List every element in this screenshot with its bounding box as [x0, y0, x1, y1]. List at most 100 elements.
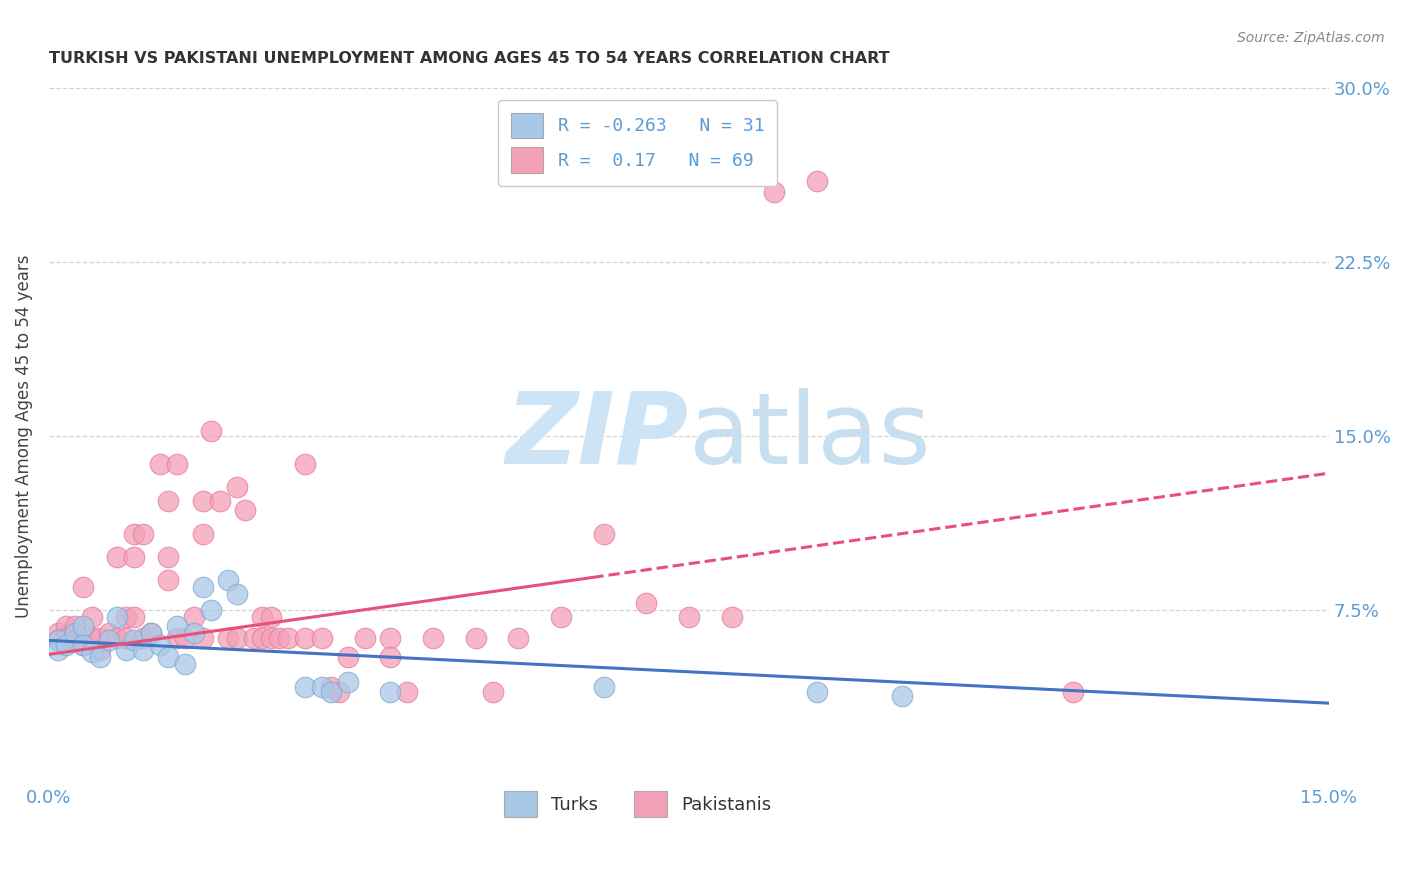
- Point: [200, 425, 222, 439]
- Point: [806, 684, 828, 698]
- Point: [166, 619, 188, 633]
- Point: [328, 684, 350, 698]
- Text: Source: ZipAtlas.com: Source: ZipAtlas.com: [1237, 31, 1385, 45]
- Point: [46, 633, 69, 648]
- Point: [55, 638, 77, 652]
- Point: [80, 610, 103, 624]
- Point: [141, 626, 163, 640]
- Point: [183, 626, 205, 640]
- Point: [200, 603, 222, 617]
- Point: [124, 549, 146, 564]
- Point: [105, 631, 128, 645]
- Point: [225, 587, 247, 601]
- Point: [124, 610, 146, 624]
- Point: [157, 494, 180, 508]
- Point: [636, 596, 658, 610]
- Point: [72, 638, 94, 652]
- Point: [124, 633, 146, 648]
- Point: [89, 649, 111, 664]
- Point: [124, 526, 146, 541]
- Point: [422, 631, 444, 645]
- Point: [149, 457, 172, 471]
- Point: [97, 633, 120, 648]
- Point: [242, 631, 264, 645]
- Point: [353, 631, 375, 645]
- Point: [380, 649, 402, 664]
- Point: [132, 526, 155, 541]
- Point: [233, 503, 256, 517]
- Point: [191, 526, 214, 541]
- Point: [319, 684, 342, 698]
- Point: [336, 675, 359, 690]
- Point: [464, 631, 486, 645]
- Point: [294, 680, 316, 694]
- Point: [55, 631, 77, 645]
- Point: [46, 642, 69, 657]
- Point: [157, 649, 180, 664]
- Point: [806, 173, 828, 187]
- Point: [80, 631, 103, 645]
- Point: [97, 626, 120, 640]
- Point: [260, 631, 283, 645]
- Point: [380, 684, 402, 698]
- Point: [46, 633, 69, 648]
- Point: [55, 619, 77, 633]
- Point: [319, 680, 342, 694]
- Point: [277, 631, 299, 645]
- Point: [149, 638, 172, 652]
- Point: [157, 549, 180, 564]
- Point: [72, 638, 94, 652]
- Point: [720, 610, 742, 624]
- Point: [592, 680, 614, 694]
- Point: [114, 631, 136, 645]
- Point: [132, 631, 155, 645]
- Point: [157, 573, 180, 587]
- Point: [63, 626, 86, 640]
- Point: [63, 619, 86, 633]
- Text: ZIP: ZIP: [506, 387, 689, 484]
- Point: [294, 631, 316, 645]
- Point: [380, 631, 402, 645]
- Point: [592, 526, 614, 541]
- Point: [311, 680, 333, 694]
- Point: [481, 684, 503, 698]
- Point: [72, 580, 94, 594]
- Point: [252, 610, 274, 624]
- Point: [174, 631, 197, 645]
- Point: [80, 645, 103, 659]
- Text: TURKISH VS PAKISTANI UNEMPLOYMENT AMONG AGES 45 TO 54 YEARS CORRELATION CHART: TURKISH VS PAKISTANI UNEMPLOYMENT AMONG …: [49, 51, 890, 66]
- Point: [166, 631, 188, 645]
- Point: [225, 631, 247, 645]
- Point: [191, 631, 214, 645]
- Legend: Turks, Pakistanis: Turks, Pakistanis: [496, 784, 779, 824]
- Point: [132, 642, 155, 657]
- Point: [208, 494, 231, 508]
- Point: [1062, 684, 1084, 698]
- Point: [678, 610, 700, 624]
- Point: [114, 610, 136, 624]
- Point: [166, 457, 188, 471]
- Point: [63, 633, 86, 648]
- Point: [114, 642, 136, 657]
- Point: [508, 631, 530, 645]
- Point: [269, 631, 291, 645]
- Point: [72, 619, 94, 633]
- Point: [217, 631, 239, 645]
- Point: [46, 626, 69, 640]
- Point: [891, 689, 914, 703]
- Point: [183, 610, 205, 624]
- Point: [225, 480, 247, 494]
- Point: [550, 610, 572, 624]
- Point: [105, 549, 128, 564]
- Point: [105, 610, 128, 624]
- Point: [260, 610, 283, 624]
- Point: [89, 642, 111, 657]
- Point: [763, 185, 786, 199]
- Point: [396, 684, 419, 698]
- Point: [141, 626, 163, 640]
- Point: [252, 631, 274, 645]
- Point: [311, 631, 333, 645]
- Point: [294, 457, 316, 471]
- Point: [191, 580, 214, 594]
- Point: [174, 657, 197, 671]
